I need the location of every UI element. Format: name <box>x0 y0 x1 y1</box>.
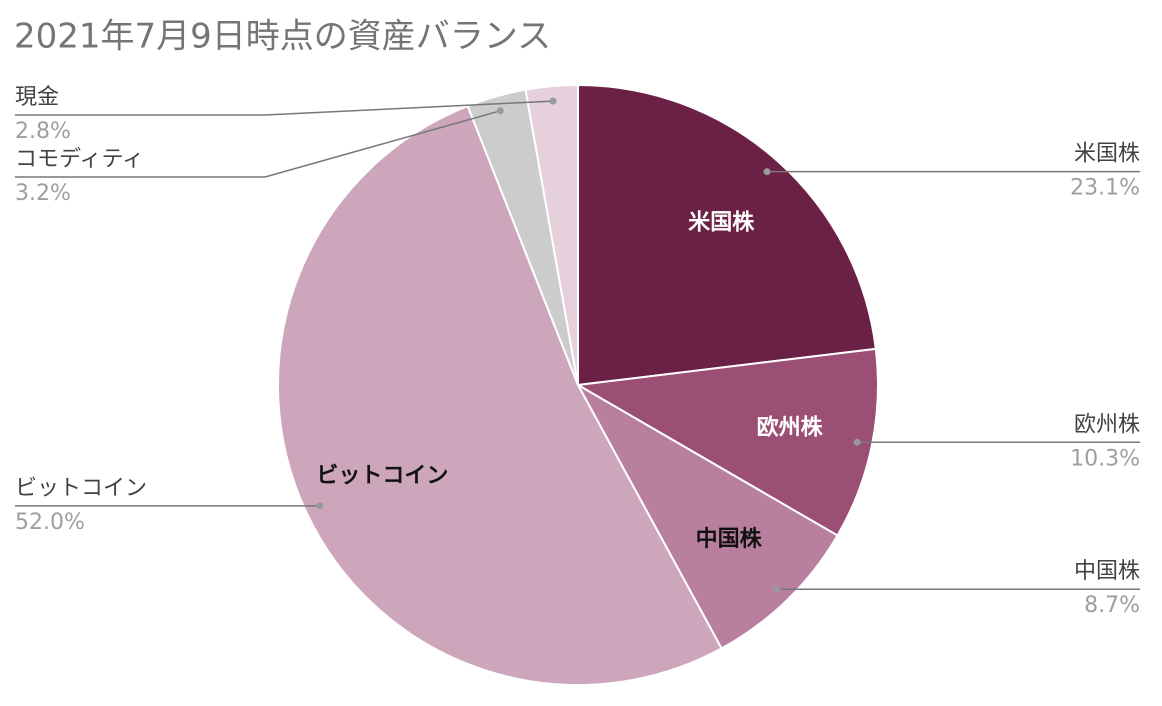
leader-line <box>15 110 501 178</box>
value-label: 23.1% <box>1070 176 1140 201</box>
leader-dot <box>549 97 557 105</box>
value-label: 10.3% <box>1070 446 1140 471</box>
legend-label: 中国株 <box>1074 559 1140 584</box>
value-label: 3.2% <box>15 181 71 206</box>
legend-label: ビットコイン <box>15 476 147 501</box>
legend-label: 米国株 <box>1074 142 1140 167</box>
value-label: 2.8% <box>15 119 71 144</box>
slice-label: ビットコイン <box>316 464 448 489</box>
value-label: 8.7% <box>1084 593 1140 618</box>
leader-dot <box>853 438 861 446</box>
pie-slice <box>575 382 839 650</box>
value-label: 52.0% <box>15 510 85 535</box>
slice-label: 中国株 <box>696 527 763 552</box>
legend-label: コモディティ <box>15 147 144 172</box>
chart-title: 2021年7月9日時点の資産バランス <box>14 17 551 57</box>
slice-label: 米国株 <box>688 210 755 235</box>
leader-dot <box>496 107 504 115</box>
leader-dot <box>763 168 771 176</box>
pie-slice <box>277 104 723 686</box>
pie-slice <box>524 83 579 386</box>
leader-dot <box>316 502 324 510</box>
legend-label: 現金 <box>15 85 59 110</box>
slice-label: 欧州株 <box>757 414 824 440</box>
leader-dot <box>773 585 781 593</box>
leader-line <box>15 100 554 116</box>
pie-slice <box>577 83 877 387</box>
legend-label: 欧州株 <box>1074 412 1140 437</box>
pie-slice <box>574 347 879 537</box>
